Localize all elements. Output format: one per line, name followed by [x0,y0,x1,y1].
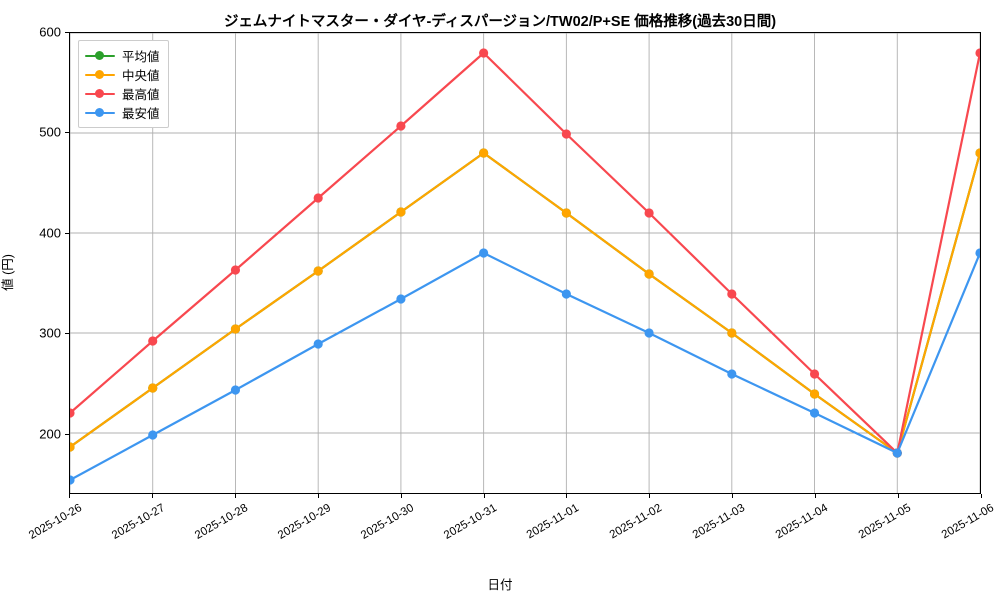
x-tick-label: 2025-10-30 [358,502,416,542]
legend-item-最安値[interactable]: 最安値 [85,103,160,122]
data-point-marker [148,336,158,346]
chart-title: ジェムナイトマスター・ダイヤ-ディスパージョン/TW02/P+SE 価格推移(過… [223,14,777,30]
data-point-marker [230,265,241,275]
y-tick-label: 200 [39,426,61,442]
legend-marker-dot [95,51,104,60]
data-point-marker [70,408,75,418]
data-point-marker [70,475,75,485]
data-point-marker [561,208,571,218]
x-tick-mark [566,494,568,498]
series-line-最安値 [70,251,980,482]
data-point-marker [313,193,323,203]
data-point-marker [396,207,406,217]
x-tick-mark [400,494,402,498]
data-point-marker [313,266,323,276]
legend-swatch-icon [85,107,115,119]
x-tick-mark [151,494,153,498]
data-point-marker [727,328,737,338]
y-tick-label: 400 [39,225,61,241]
data-point-marker [809,369,820,379]
legend-marker-dot [95,70,104,79]
data-point-marker [809,389,820,399]
data-point-marker [148,383,158,393]
x-tick-mark [815,494,817,498]
x-tick-label: 2025-10-27 [109,502,167,542]
data-point-marker [644,328,654,338]
x-tick-label: 2025-11-05 [856,502,914,542]
legend-swatch-icon [85,50,115,62]
x-tick-label: 2025-11-03 [691,502,748,542]
legend-label: 中央値 [122,69,160,83]
data-point-marker [975,148,980,158]
data-point-marker [396,121,406,131]
x-tick-label: 2025-10-31 [441,502,499,542]
chart-legend: 平均値中央値最高値最安値 [78,40,169,128]
data-point-marker [230,324,241,334]
legend-marker-dot [95,108,104,117]
series-line-平均値 [70,151,980,455]
data-point-marker [975,248,980,258]
data-point-marker [727,369,737,379]
x-tick-label: 2025-11-02 [608,502,665,542]
x-tick-label: 2025-10-26 [27,502,84,542]
data-point-marker [561,129,571,139]
legend-item-中央値[interactable]: 中央値 [85,65,160,84]
data-point-marker [892,448,902,458]
x-tick-mark [898,494,900,498]
data-point-marker [148,430,158,440]
data-point-marker [479,48,489,58]
data-point-marker [644,208,654,218]
data-point-marker [809,408,820,418]
x-tick-mark [234,494,236,498]
legend-marker-dot [95,89,104,98]
x-tick-mark [732,494,734,498]
x-tick-label: 2025-11-04 [773,502,831,542]
plot-area [69,32,981,494]
plot-svg [70,33,980,493]
x-tick-mark [981,494,982,498]
x-tick-mark [317,494,319,498]
x-tick-mark [483,494,485,498]
data-point-marker [313,339,323,349]
data-point-marker [479,148,489,158]
x-tick-label: 2025-10-29 [275,502,333,542]
x-tick-mark [649,494,651,498]
legend-swatch-icon [85,69,115,81]
data-point-marker [479,248,489,258]
data-point-marker [975,48,980,58]
legend-swatch-icon [85,88,115,100]
data-point-marker [230,385,241,395]
data-point-marker [70,442,75,452]
x-tick-label: 2025-10-28 [192,502,250,542]
y-tick-label: 500 [39,124,61,140]
x-tick-mark [69,494,70,498]
x-axis-label: 日付 [487,578,513,592]
legend-label: 最高値 [122,88,160,102]
data-point-marker [727,289,737,299]
series-line-最高値 [70,51,980,455]
data-point-marker [644,269,654,279]
legend-item-最高値[interactable]: 最高値 [85,84,160,103]
data-point-marker [561,289,571,299]
series-line-中央値 [70,151,980,455]
y-axis-label: 値 (円) [0,254,15,291]
legend-label: 平均値 [122,50,160,64]
legend-item-平均値[interactable]: 平均値 [85,46,160,65]
y-tick-label: 300 [39,325,61,341]
x-tick-label: 2025-11-01 [525,502,582,542]
legend-label: 最安値 [122,107,160,121]
data-point-marker [396,294,406,304]
x-tick-label: 2025-11-06 [939,502,996,542]
